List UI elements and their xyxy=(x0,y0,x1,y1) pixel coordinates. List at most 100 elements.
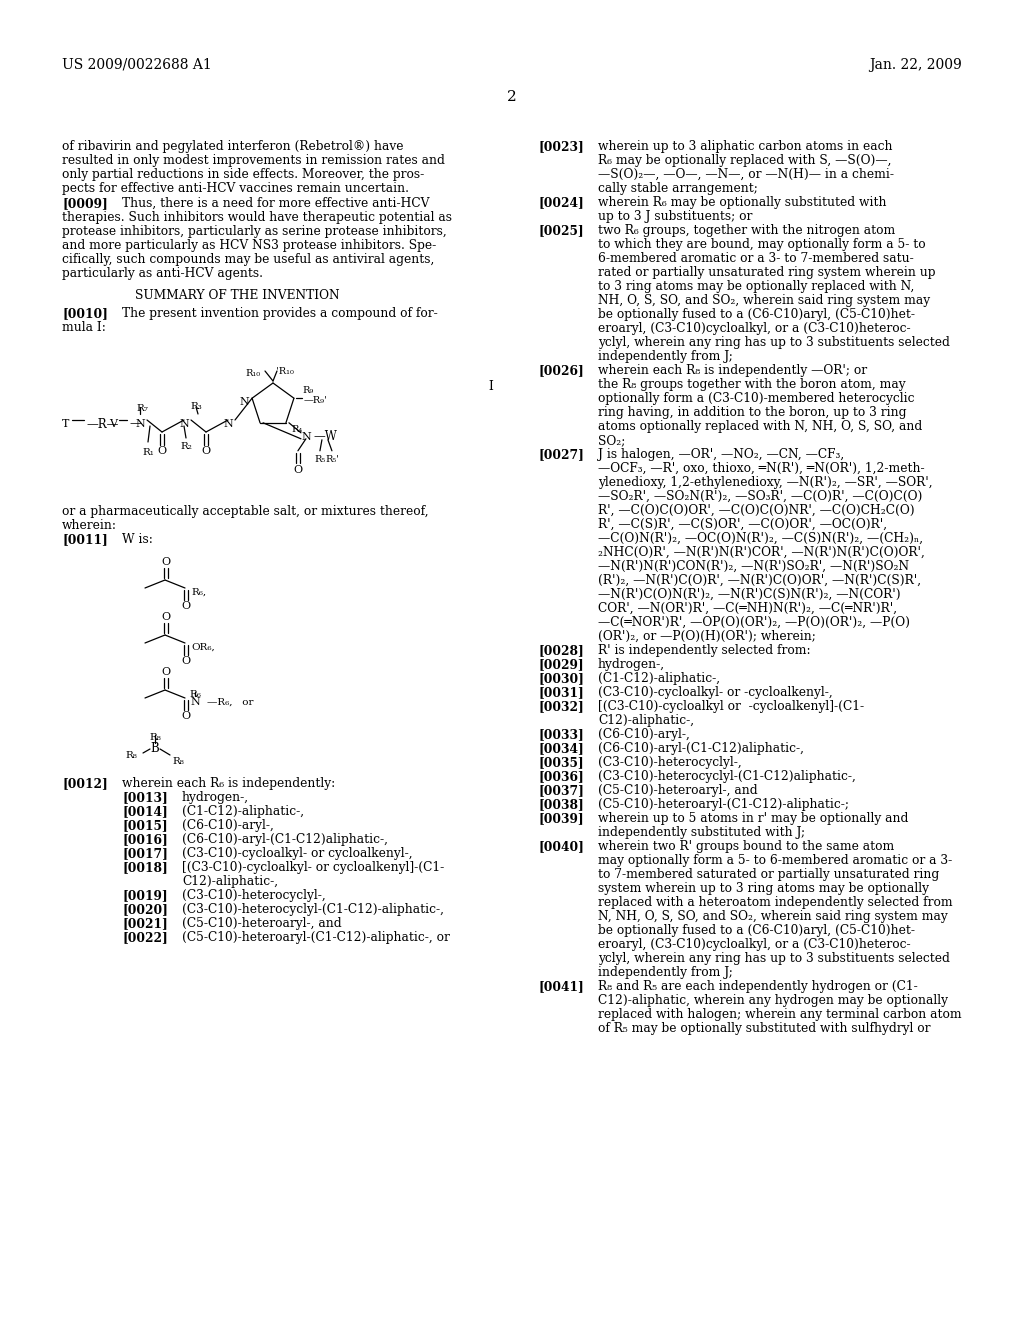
Text: (C5-C10)-heteroaryl-(C1-C12)-aliphatic-;: (C5-C10)-heteroaryl-(C1-C12)-aliphatic-; xyxy=(598,799,849,810)
Text: [0017]: [0017] xyxy=(122,847,168,861)
Text: [0037]: [0037] xyxy=(538,784,584,797)
Text: C12)-aliphatic-,: C12)-aliphatic-, xyxy=(598,714,694,727)
Text: 6-membered aromatic or a 3- to 7-membered satu-: 6-membered aromatic or a 3- to 7-membere… xyxy=(598,252,913,265)
Text: ylenedioxy, 1,2-ethylenedioxy, —N(R')₂, —SR', —SOR',: ylenedioxy, 1,2-ethylenedioxy, —N(R')₂, … xyxy=(598,477,933,488)
Text: be optionally fused to a (C6-C10)aryl, (C5-C10)het-: be optionally fused to a (C6-C10)aryl, (… xyxy=(598,924,915,937)
Text: [0009]: [0009] xyxy=(62,197,108,210)
Text: to which they are bound, may optionally form a 5- to: to which they are bound, may optionally … xyxy=(598,238,926,251)
Text: wherein R₆ may be optionally substituted with: wherein R₆ may be optionally substituted… xyxy=(598,195,887,209)
Text: wherein two R' groups bound to the same atom: wherein two R' groups bound to the same … xyxy=(598,840,894,853)
Text: (C1-C12)-aliphatic-,: (C1-C12)-aliphatic-, xyxy=(598,672,720,685)
Text: eroaryl, (C3-C10)cycloalkyl, or a (C3-C10)heteroc-: eroaryl, (C3-C10)cycloalkyl, or a (C3-C1… xyxy=(598,322,910,335)
Text: to 3 ring atoms may be optionally replaced with N,: to 3 ring atoms may be optionally replac… xyxy=(598,280,914,293)
Text: eroaryl, (C3-C10)cycloalkyl, or a (C3-C10)heteroc-: eroaryl, (C3-C10)cycloalkyl, or a (C3-C1… xyxy=(598,939,910,950)
Text: [0038]: [0038] xyxy=(538,799,584,810)
Text: O: O xyxy=(158,446,167,455)
Text: R₄: R₄ xyxy=(291,425,302,434)
Text: O: O xyxy=(162,667,171,677)
Text: [0029]: [0029] xyxy=(538,657,584,671)
Text: R₈: R₈ xyxy=(150,733,161,742)
Text: be optionally fused to a (C6-C10)aryl, (C5-C10)het-: be optionally fused to a (C6-C10)aryl, (… xyxy=(598,308,915,321)
Text: N: N xyxy=(301,432,311,442)
Text: (R')₂, —N(R')C(O)R', —N(R')C(O)OR', —N(R')C(S)R',: (R')₂, —N(R')C(O)R', —N(R')C(O)OR', —N(R… xyxy=(598,574,922,587)
Text: the R₈ groups together with the boron atom, may: the R₈ groups together with the boron at… xyxy=(598,378,905,391)
Text: N: N xyxy=(190,697,200,708)
Text: R₅': R₅' xyxy=(325,455,339,463)
Text: [0036]: [0036] xyxy=(538,770,584,783)
Text: —N(R')C(O)N(R')₂, —N(R')C(S)N(R')₂, —N(COR'): —N(R')C(O)N(R')₂, —N(R')C(S)N(R')₂, —N(C… xyxy=(598,587,901,601)
Text: [0041]: [0041] xyxy=(538,979,584,993)
Text: O: O xyxy=(293,465,302,475)
Text: (C5-C10)-heteroaryl-, and: (C5-C10)-heteroaryl-, and xyxy=(182,917,342,931)
Text: [0033]: [0033] xyxy=(538,729,584,741)
Text: pects for effective anti-HCV vaccines remain uncertain.: pects for effective anti-HCV vaccines re… xyxy=(62,182,409,195)
Text: R₅: R₅ xyxy=(314,455,326,463)
Text: of R₅ may be optionally substituted with sulfhydryl or: of R₅ may be optionally substituted with… xyxy=(598,1022,931,1035)
Text: independently from J;: independently from J; xyxy=(598,350,733,363)
Text: [0028]: [0028] xyxy=(538,644,584,657)
Text: R₃: R₃ xyxy=(190,403,202,411)
Text: N: N xyxy=(179,418,188,429)
Text: [0018]: [0018] xyxy=(122,861,168,874)
Text: [0035]: [0035] xyxy=(538,756,584,770)
Text: independently from J;: independently from J; xyxy=(598,966,733,979)
Text: —R₆,   or: —R₆, or xyxy=(207,697,254,706)
Text: two R₆ groups, together with the nitrogen atom: two R₆ groups, together with the nitroge… xyxy=(598,224,895,238)
Text: and more particularly as HCV NS3 protease inhibitors. Spe-: and more particularly as HCV NS3 proteas… xyxy=(62,239,436,252)
Text: V: V xyxy=(109,418,117,429)
Text: [0030]: [0030] xyxy=(538,672,584,685)
Text: [(C3-C10)-cycloalkyl- or cycloalkenyl]-(C1-: [(C3-C10)-cycloalkyl- or cycloalkenyl]-(… xyxy=(182,861,444,874)
Text: OR₆,: OR₆, xyxy=(191,643,215,652)
Text: R₈: R₈ xyxy=(172,756,184,766)
Text: —OCF₃, —R', oxo, thioxo, ═N(R'), ═N(OR'), 1,2-meth-: —OCF₃, —R', oxo, thioxo, ═N(R'), ═N(OR')… xyxy=(598,462,925,475)
Text: [0039]: [0039] xyxy=(538,812,584,825)
Text: [0015]: [0015] xyxy=(122,818,168,832)
Text: —R—: —R— xyxy=(86,417,119,430)
Text: W is:: W is: xyxy=(122,533,153,546)
Text: Jan. 22, 2009: Jan. 22, 2009 xyxy=(869,58,962,73)
Text: C12)-aliphatic, wherein any hydrogen may be optionally: C12)-aliphatic, wherein any hydrogen may… xyxy=(598,994,948,1007)
Text: may optionally form a 5- to 6-membered aromatic or a 3-: may optionally form a 5- to 6-membered a… xyxy=(598,854,952,867)
Text: up to 3 J substituents; or: up to 3 J substituents; or xyxy=(598,210,753,223)
Text: J is halogen, —OR', —NO₂, —CN, —CF₃,: J is halogen, —OR', —NO₂, —CN, —CF₃, xyxy=(598,447,844,461)
Text: resulted in only modest improvements in remission rates and: resulted in only modest improvements in … xyxy=(62,154,444,168)
Text: —W: —W xyxy=(314,430,338,444)
Text: —R₉': —R₉' xyxy=(304,396,328,405)
Text: replaced with a heteroatom independently selected from: replaced with a heteroatom independently… xyxy=(598,896,952,909)
Text: optionally form a (C3-C10)-membered heterocyclic: optionally form a (C3-C10)-membered hete… xyxy=(598,392,914,405)
Text: hydrogen-,: hydrogen-, xyxy=(182,791,249,804)
Text: (C3-C10)-heterocyclyl-,: (C3-C10)-heterocyclyl-, xyxy=(598,756,741,770)
Text: wherein:: wherein: xyxy=(62,519,117,532)
Text: O: O xyxy=(181,711,190,721)
Text: [0025]: [0025] xyxy=(538,224,584,238)
Text: [0019]: [0019] xyxy=(122,888,168,902)
Text: B: B xyxy=(151,742,160,755)
Text: R₁: R₁ xyxy=(142,447,154,457)
Text: (C5-C10)-heteroaryl-, and: (C5-C10)-heteroaryl-, and xyxy=(598,784,758,797)
Text: [0013]: [0013] xyxy=(122,791,168,804)
Text: 2: 2 xyxy=(507,90,517,104)
Text: only partial reductions in side effects. Moreover, the pros-: only partial reductions in side effects.… xyxy=(62,168,424,181)
Text: mula I:: mula I: xyxy=(62,321,105,334)
Text: N: N xyxy=(135,418,144,429)
Text: cifically, such compounds may be useful as antiviral agents,: cifically, such compounds may be useful … xyxy=(62,253,434,267)
Text: [0024]: [0024] xyxy=(538,195,584,209)
Text: rated or partially unsaturated ring system wherein up: rated or partially unsaturated ring syst… xyxy=(598,267,936,279)
Text: 'R₁₀: 'R₁₀ xyxy=(276,367,294,376)
Text: R₆: R₆ xyxy=(189,690,201,700)
Text: T: T xyxy=(61,418,69,429)
Text: of ribavirin and pegylated interferon (Rebetrol®) have: of ribavirin and pegylated interferon (R… xyxy=(62,140,403,153)
Text: yclyl, wherein any ring has up to 3 substituents selected: yclyl, wherein any ring has up to 3 subs… xyxy=(598,337,950,348)
Text: [0011]: [0011] xyxy=(62,533,108,546)
Text: [0031]: [0031] xyxy=(538,686,584,700)
Text: ring having, in addition to the boron, up to 3 ring: ring having, in addition to the boron, u… xyxy=(598,407,906,418)
Text: [0032]: [0032] xyxy=(538,700,584,713)
Text: O: O xyxy=(162,612,171,622)
Text: wherein up to 3 aliphatic carbon atoms in each: wherein up to 3 aliphatic carbon atoms i… xyxy=(598,140,893,153)
Text: ₂NHC(O)R', —N(R')N(R')COR', —N(R')N(R')C(O)OR',: ₂NHC(O)R', —N(R')N(R')COR', —N(R')N(R')C… xyxy=(598,546,925,558)
Text: R' is independently selected from:: R' is independently selected from: xyxy=(598,644,811,657)
Text: R₆,: R₆, xyxy=(191,587,206,597)
Text: cally stable arrangement;: cally stable arrangement; xyxy=(598,182,758,195)
Text: N, NH, O, S, SO, and SO₂, wherein said ring system may: N, NH, O, S, SO, and SO₂, wherein said r… xyxy=(598,909,948,923)
Text: SUMMARY OF THE INVENTION: SUMMARY OF THE INVENTION xyxy=(135,289,339,302)
